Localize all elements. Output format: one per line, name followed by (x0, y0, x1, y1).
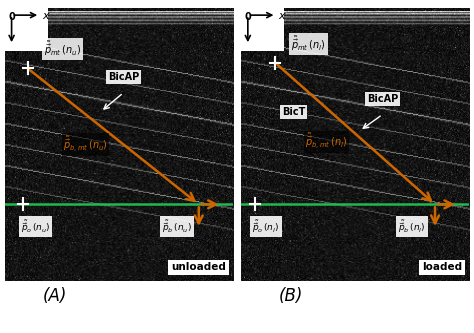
Text: x: x (42, 11, 49, 21)
Bar (5, 8, 48, 51)
Text: $\tilde{\vec{p}}_o\,(n_l)$: $\tilde{\vec{p}}_o\,(n_l)$ (253, 218, 280, 235)
Text: 0: 0 (8, 12, 15, 22)
Text: y: y (248, 49, 255, 59)
Text: BicAP: BicAP (367, 94, 398, 104)
Text: $\tilde{\vec{p}}_{mt}\,(n_u)$: $\tilde{\vec{p}}_{mt}\,(n_u)$ (44, 40, 81, 58)
Text: BicAP: BicAP (108, 72, 139, 82)
Text: (A): (A) (43, 287, 67, 305)
Text: loaded: loaded (422, 262, 463, 272)
Text: $\tilde{\vec{p}}_{b,mt}\,(n_u)$: $\tilde{\vec{p}}_{b,mt}\,(n_u)$ (63, 135, 108, 154)
Bar (241, 8, 284, 51)
Text: $\tilde{\vec{p}}_{mt}\,(n_l)$: $\tilde{\vec{p}}_{mt}\,(n_l)$ (291, 35, 326, 53)
Text: 0: 0 (245, 12, 251, 22)
Text: $\tilde{\vec{p}}_b\,(n_l)$: $\tilde{\vec{p}}_b\,(n_l)$ (399, 218, 426, 235)
Text: $\tilde{\vec{p}}_{b,mt}\,(n_l)$: $\tilde{\vec{p}}_{b,mt}\,(n_l)$ (305, 132, 347, 152)
Text: $\tilde{\vec{p}}_b\,(n_u)$: $\tilde{\vec{p}}_b\,(n_u)$ (162, 218, 192, 235)
Text: y: y (12, 49, 19, 59)
Text: (B): (B) (279, 287, 303, 305)
Text: unloaded: unloaded (171, 262, 226, 272)
Text: $\tilde{\vec{p}}_o\,(n_u)$: $\tilde{\vec{p}}_o\,(n_u)$ (21, 218, 50, 235)
Text: BicT: BicT (282, 107, 305, 117)
Text: x: x (279, 11, 285, 21)
